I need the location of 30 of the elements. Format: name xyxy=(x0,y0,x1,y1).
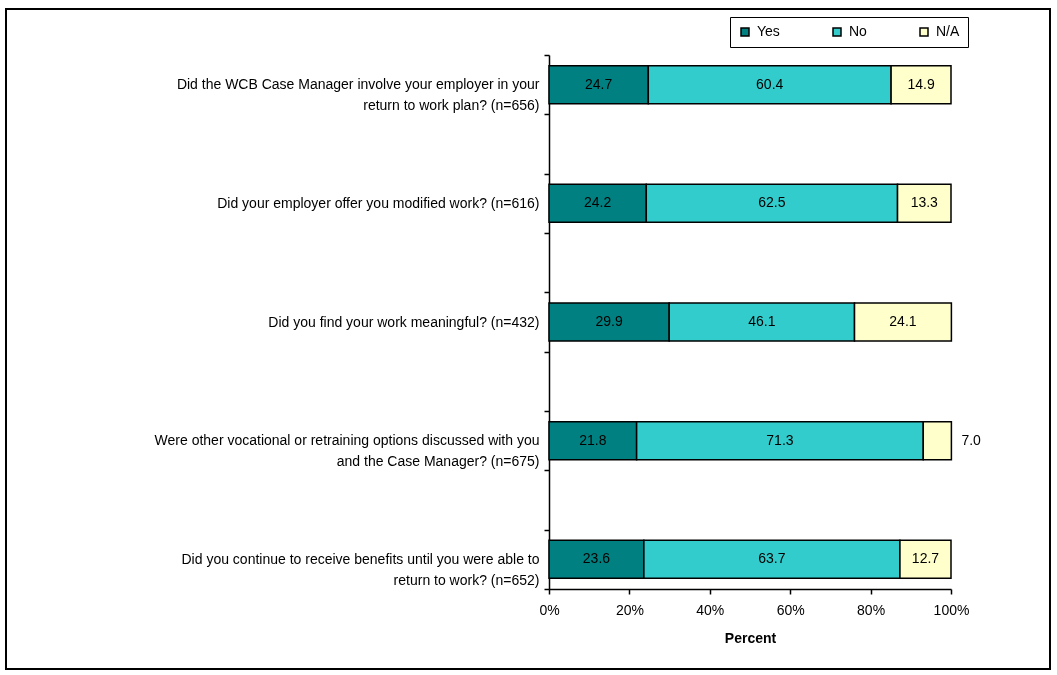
legend-label: No xyxy=(849,23,868,39)
data-label: 23.6 xyxy=(582,550,611,567)
y-tick-label: Did the WCB Case Manager involve your employer in your return to work plan? (n=656) xyxy=(176,76,540,114)
legend-label: Yes xyxy=(757,23,780,39)
y-tick-label: Did your employer offer you modified work? (n=616) xyxy=(217,194,540,211)
y-tick-label: Did you find your work meaningful? (n=432) xyxy=(268,313,540,330)
y-tick-label: Did you continue to receive benefits until you were able to return to work? (n=652) xyxy=(181,550,540,588)
data-label: 46.1 xyxy=(748,313,776,329)
x-axis-title: Percent xyxy=(724,629,777,646)
data-label: 24.7 xyxy=(585,75,613,92)
data-label: 12.7 xyxy=(911,550,940,567)
data-label: 14.9 xyxy=(907,75,935,92)
x-tick-label: 80% xyxy=(857,601,886,618)
data-label: 63.7 xyxy=(758,550,786,567)
x-tick-label: 60% xyxy=(776,601,805,618)
data-label: 60.4 xyxy=(756,75,784,92)
data-label: 71.3 xyxy=(766,431,794,448)
data-label: 13.3 xyxy=(910,194,939,211)
x-tick-label: 40% xyxy=(696,601,725,618)
x-tick-label: 0% xyxy=(539,601,560,618)
x-tick-label: 100% xyxy=(933,601,970,618)
y-tick-label: Were other vocational or retraining options discussed with you and the Case Manager? (n=675) xyxy=(154,432,540,470)
data-label: 24.1 xyxy=(889,313,917,329)
data-label: 29.9 xyxy=(595,313,623,329)
data-label: 21.8 xyxy=(579,431,607,448)
data-label: 24.2 xyxy=(584,194,612,211)
data-label: 62.5 xyxy=(758,194,786,211)
x-tick-label: 20% xyxy=(615,601,644,618)
data-label: 7.0 xyxy=(961,431,982,448)
legend-label: N/A xyxy=(936,23,960,39)
